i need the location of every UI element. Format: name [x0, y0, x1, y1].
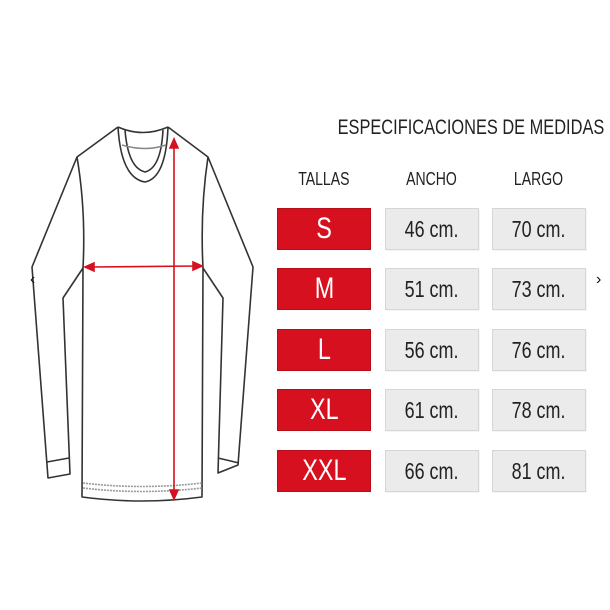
width-value: 56 cm.: [405, 336, 459, 363]
size-cell: M: [277, 268, 371, 310]
width-cell: 56 cm.: [385, 329, 479, 371]
size-cell: XL: [277, 389, 371, 431]
length-cell: 78 cm.: [492, 389, 586, 431]
size-value: XL: [309, 393, 339, 426]
width-cell: 61 cm.: [385, 389, 479, 431]
header-sizes-text: TALLAS: [298, 169, 350, 189]
width-value: 66 cm.: [405, 457, 459, 484]
length-value: 70 cm.: [512, 215, 566, 242]
length-cell: 70 cm.: [492, 208, 586, 250]
size-value: XXL: [301, 454, 347, 487]
length-cell: 76 cm.: [492, 329, 586, 371]
chevron-right-icon[interactable]: ›: [596, 271, 602, 288]
size-value: M: [314, 272, 334, 305]
header-length-text: LARGO: [514, 169, 564, 189]
header-sizes: TALLAS: [277, 169, 371, 190]
header-width: ANCHO: [385, 169, 479, 190]
length-cell: 73 cm.: [492, 268, 586, 310]
width-value: 51 cm.: [405, 275, 459, 302]
width-measure-arrow: [89, 265, 198, 268]
chart-title: ESPECIFICACIONES DE MEDIDAS: [300, 116, 605, 140]
size-cell: L: [277, 329, 371, 371]
size-cell: S: [277, 208, 371, 250]
length-value: 73 cm.: [512, 275, 566, 302]
length-value: 78 cm.: [512, 396, 566, 423]
chevron-left-icon[interactable]: ‹: [30, 271, 36, 288]
width-cell: 51 cm.: [385, 268, 479, 310]
length-cell: 81 cm.: [492, 450, 586, 492]
header-length: LARGO: [492, 169, 586, 190]
width-cell: 46 cm.: [385, 208, 479, 250]
measure-arrows: [83, 137, 204, 501]
length-value: 81 cm.: [512, 457, 566, 484]
length-value: 76 cm.: [512, 336, 566, 363]
size-cell: XXL: [277, 450, 371, 492]
size-value: L: [317, 333, 331, 366]
width-cell: 66 cm.: [385, 450, 479, 492]
width-value: 46 cm.: [405, 215, 459, 242]
size-value: S: [316, 212, 332, 245]
chart-title-text: ESPECIFICACIONES DE MEDIDAS: [337, 116, 605, 139]
width-value: 61 cm.: [405, 396, 459, 423]
header-width-text: ANCHO: [406, 169, 458, 189]
